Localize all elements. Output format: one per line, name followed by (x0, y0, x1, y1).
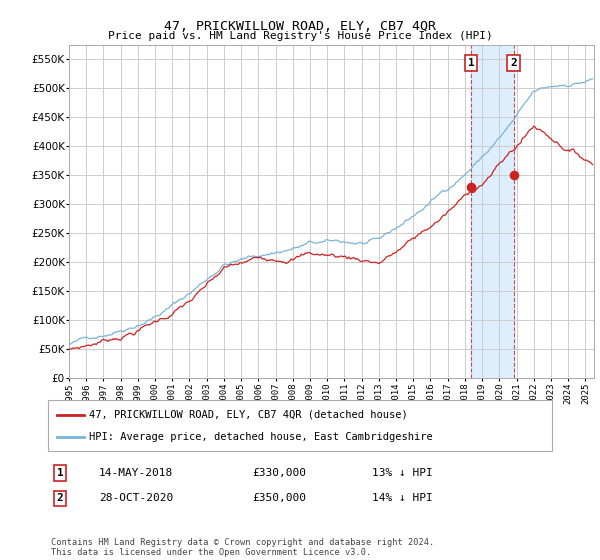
Text: 1: 1 (56, 468, 64, 478)
Text: 1: 1 (468, 58, 475, 68)
Text: 14% ↓ HPI: 14% ↓ HPI (372, 493, 433, 503)
Text: HPI: Average price, detached house, East Cambridgeshire: HPI: Average price, detached house, East… (89, 432, 433, 442)
Bar (471, 45, 514, 378)
Text: 13% ↓ HPI: 13% ↓ HPI (372, 468, 433, 478)
Text: 28-OCT-2020: 28-OCT-2020 (99, 493, 173, 503)
Text: 47, PRICKWILLOW ROAD, ELY, CB7 4QR (detached house): 47, PRICKWILLOW ROAD, ELY, CB7 4QR (deta… (89, 409, 407, 419)
Point (466, 183, 476, 192)
Text: £350,000: £350,000 (252, 493, 306, 503)
Text: 2: 2 (56, 493, 64, 503)
Text: Price paid vs. HM Land Registry's House Price Index (HPI): Price paid vs. HM Land Registry's House … (107, 31, 493, 41)
Text: 47, PRICKWILLOW ROAD, ELY, CB7 4QR: 47, PRICKWILLOW ROAD, ELY, CB7 4QR (164, 20, 436, 32)
Text: 2: 2 (510, 58, 517, 68)
Text: 14-MAY-2018: 14-MAY-2018 (99, 468, 173, 478)
Text: Contains HM Land Registry data © Crown copyright and database right 2024.
This d: Contains HM Land Registry data © Crown c… (51, 538, 434, 557)
Point (509, 171, 518, 180)
Text: £330,000: £330,000 (252, 468, 306, 478)
